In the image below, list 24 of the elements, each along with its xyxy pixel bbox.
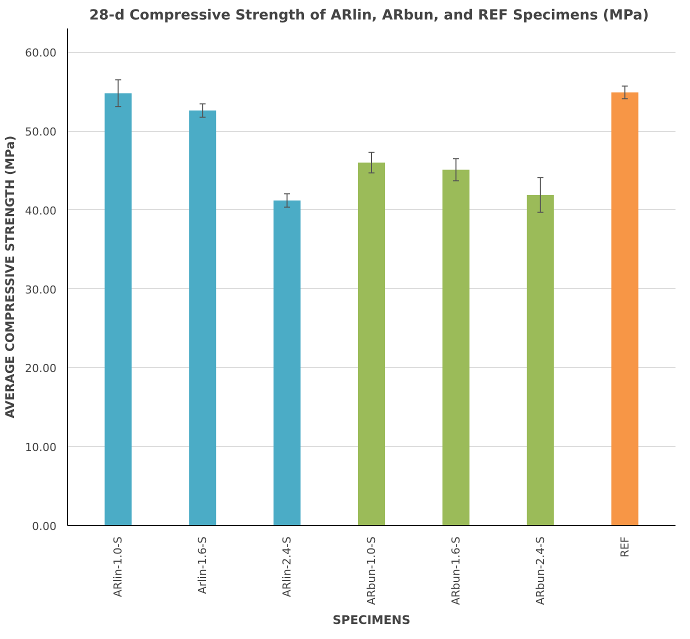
chart-title: 28-d Compressive Strength of ARlin, ARbun, and REF Specimens (MPa) xyxy=(89,8,649,24)
y-axis-title: AVERAGE COMPRESSIVE STRENGTH (MPa) xyxy=(3,136,18,418)
bar xyxy=(442,170,470,526)
bar xyxy=(611,92,638,526)
y-tick-label: 50.00 xyxy=(25,126,57,139)
y-tick-label: 60.00 xyxy=(25,46,57,60)
bar xyxy=(104,93,132,526)
x-axis-title: SPECIMENS xyxy=(332,613,410,628)
y-tick-label: 30.00 xyxy=(25,283,57,296)
x-tick-label: ARlin-2.4-S xyxy=(280,536,294,598)
bar xyxy=(358,162,386,526)
bar xyxy=(526,194,554,526)
y-tick-label: 40.00 xyxy=(25,204,57,218)
x-tick-label: REF xyxy=(618,536,632,558)
bar xyxy=(189,110,216,526)
x-tick-label: Arlin-1.6-S xyxy=(196,536,210,594)
x-tick-label: ARlin-1.0-S xyxy=(112,536,125,598)
x-tick-label: ARbun-2.4-S xyxy=(534,536,547,606)
y-tick-label: 0.00 xyxy=(32,520,57,533)
x-tick-label: ARbun-1.6-S xyxy=(449,536,462,606)
bar xyxy=(274,200,301,526)
y-tick-label: 10.00 xyxy=(25,441,57,454)
x-tick-label: ARbun-1.0-S xyxy=(365,536,378,606)
y-tick-label: 20.00 xyxy=(25,362,57,376)
